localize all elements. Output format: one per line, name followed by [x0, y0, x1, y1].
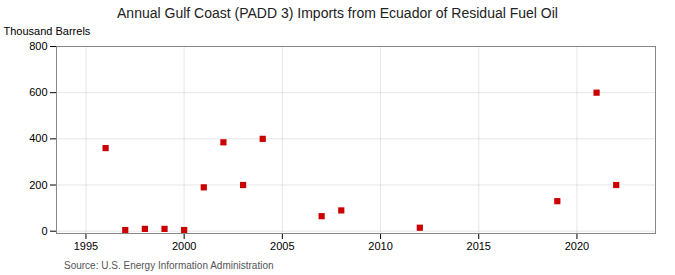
svg-text:2005: 2005 — [270, 240, 294, 252]
svg-text:2010: 2010 — [368, 240, 392, 252]
svg-text:Thousand Barrels: Thousand Barrels — [4, 25, 91, 37]
html-text:Annual Gulf Coast (PADD 3) Imp: Annual Gulf Coast (PADD 3) Imports from … — [117, 5, 558, 21]
svg-text:800: 800 — [29, 40, 47, 52]
svg-text:600: 600 — [29, 86, 47, 98]
html-text:Source: U.S. Energy Informatio: Source: U.S. Energy Information Administ… — [64, 260, 274, 271]
svg-text:2020: 2020 — [565, 240, 589, 252]
svg-text:2000: 2000 — [172, 240, 196, 252]
svg-text:2015: 2015 — [467, 240, 491, 252]
svg-text:400: 400 — [29, 132, 47, 144]
svg-text:200: 200 — [29, 179, 47, 191]
svg-text:0: 0 — [41, 225, 47, 237]
svg-text:1995: 1995 — [74, 240, 98, 252]
